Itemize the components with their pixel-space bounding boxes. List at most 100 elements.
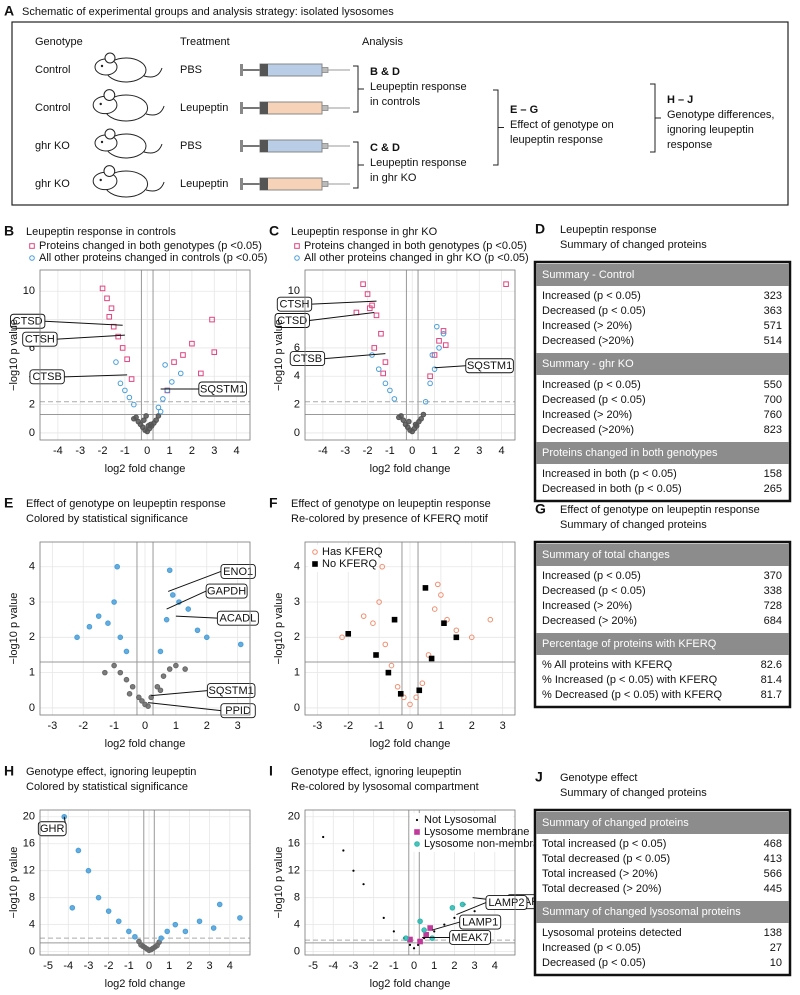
y-tick-label: 12 — [288, 865, 300, 877]
y-tick-label: 4 — [29, 561, 35, 573]
data-point — [172, 921, 179, 928]
annotation-label: CTSD — [13, 316, 43, 328]
data-point — [391, 616, 398, 623]
y-tick-label: 4 — [294, 561, 300, 573]
data-point — [436, 338, 442, 344]
x-tick-label: -5 — [308, 960, 318, 972]
row-value: 550 — [764, 379, 782, 391]
data-point — [173, 662, 179, 669]
y-tick-label: 2 — [29, 631, 35, 643]
annotation-label: LAMP2 — [488, 897, 524, 909]
chart-title: Leupeptin response in ghr KO — [291, 226, 438, 238]
x-tick-label: -3 — [47, 720, 57, 732]
section-header: Summary - ghr KO — [542, 358, 634, 370]
annotation-label: PPID — [225, 705, 251, 717]
data-point — [154, 683, 161, 690]
row-label: Decreased (p < 0.05) — [542, 394, 646, 406]
data-point — [128, 376, 135, 382]
row-value: 81.7 — [761, 689, 782, 701]
data-point — [375, 366, 382, 372]
x-tick-label: 0 — [142, 720, 148, 732]
row-value: 158 — [764, 468, 782, 480]
panel-letter: B — [4, 223, 14, 239]
legend-label: No KFERQ — [322, 558, 377, 570]
x-axis-label: log2 fold change — [370, 463, 451, 475]
x-tick-label: 3 — [207, 960, 213, 972]
x-tick-label: -3 — [75, 445, 85, 457]
legend-label: Has KFERQ — [322, 546, 383, 558]
row-label: Decreased in both (p < 0.05) — [542, 483, 682, 495]
data-point — [108, 305, 115, 312]
chart-subtitle: Colored by statistical significance — [26, 781, 188, 793]
data-point — [398, 413, 404, 419]
data-point — [442, 342, 449, 348]
row-value: 265 — [764, 483, 782, 495]
section-header-bg — [536, 812, 789, 834]
section-header: Summary - Control — [542, 269, 634, 281]
annotation-label: GAPDH — [207, 585, 246, 597]
data-point — [164, 928, 171, 935]
mouse-eye — [100, 140, 104, 144]
legend-box — [410, 813, 513, 852]
chart-subtitle: Colored by statistical significance — [26, 513, 188, 525]
data-point — [413, 694, 419, 701]
x-tick-label: -4 — [328, 960, 338, 972]
annotation-leader — [151, 690, 208, 697]
data-point — [453, 916, 456, 920]
y-axis-label: −log10 p value — [273, 847, 285, 919]
mouse-ear — [104, 128, 116, 140]
annotation-leader — [309, 312, 375, 321]
data-point — [417, 938, 423, 945]
data-point — [370, 620, 376, 627]
annotation-label: CTSD — [277, 315, 307, 327]
row-value: 323 — [764, 290, 782, 302]
data-point — [180, 352, 186, 358]
data-point — [403, 935, 409, 941]
treatment-label: PBS — [180, 140, 202, 152]
analysis-text: in controls — [370, 96, 421, 108]
syringe-stopper — [260, 178, 268, 190]
x-tick-label: 4 — [492, 960, 498, 972]
x-tick-label: 0 — [409, 445, 415, 457]
row-value: 566 — [764, 868, 782, 880]
syringe-thumb — [240, 64, 243, 76]
annotation-leader — [432, 921, 460, 931]
x-tick-label: 4 — [227, 960, 233, 972]
y-tick-label: 2 — [294, 631, 300, 643]
data-point — [104, 295, 110, 302]
data-point — [373, 652, 379, 658]
data-point — [148, 694, 154, 701]
x-tick-label: 3 — [476, 445, 482, 457]
data-point — [433, 930, 436, 933]
data-point — [391, 396, 398, 402]
row-label: Increased (> 20%) — [542, 409, 632, 421]
x-tick-label: -4 — [63, 960, 73, 972]
data-point — [397, 691, 404, 697]
x-tick-label: 0 — [144, 445, 150, 457]
data-point — [427, 373, 433, 380]
annotation-label: CTSB — [293, 353, 322, 365]
row-value: 81.4 — [761, 674, 782, 686]
row-value: 138 — [764, 927, 782, 939]
data-point — [166, 567, 173, 574]
data-point — [394, 683, 401, 690]
mouse-tail — [145, 181, 165, 192]
data-point — [123, 676, 130, 683]
x-tick-label: 3 — [235, 720, 241, 732]
section-header-bg — [536, 901, 789, 923]
legend-marker — [414, 841, 420, 847]
plot-area — [40, 810, 250, 955]
panel-letter: J — [535, 769, 543, 785]
chart-subtitle: Re-colored by lysosomal compartment — [291, 781, 479, 793]
table-title: Effect of genotype on leupeptin response — [560, 504, 760, 516]
data-point — [95, 613, 102, 619]
x-tick-label: 2 — [204, 720, 210, 732]
x-tick-label: 0 — [411, 960, 417, 972]
data-point — [113, 359, 119, 365]
x-axis-label: log2 fold change — [105, 978, 186, 990]
row-value: 700 — [764, 394, 782, 406]
analysis-text: Leupeptin response — [370, 81, 467, 93]
row-value: 728 — [764, 600, 782, 612]
row-value: 514 — [764, 335, 782, 347]
treatment-label: PBS — [180, 64, 202, 76]
